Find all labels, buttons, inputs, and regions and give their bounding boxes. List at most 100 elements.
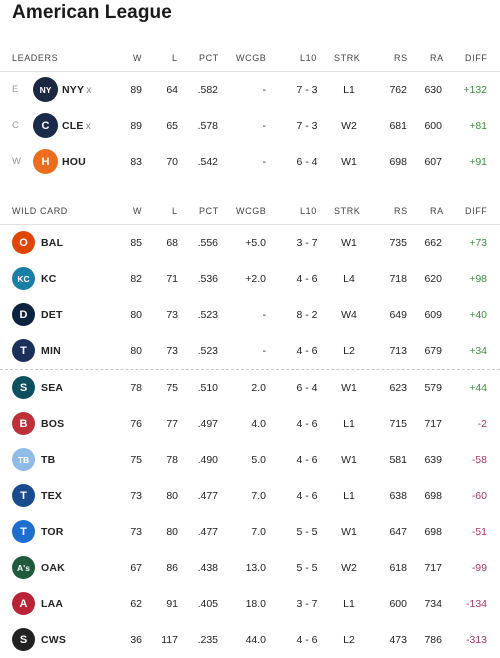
team-logo-glyph: A bbox=[19, 597, 28, 610]
team-name-link[interactable]: TOR bbox=[41, 526, 64, 538]
standings-row[interactable]: D DET 80 73 .523 - 8 - 2 W4 649 609 +40 bbox=[0, 297, 500, 333]
diff-cell: +98 bbox=[469, 273, 487, 285]
standings-row[interactable]: A's OAK 67 86 .438 13.0 5 - 5 W2 618 717 -99 bbox=[0, 550, 500, 586]
col-l10-header[interactable]: L10 bbox=[300, 53, 317, 63]
l-cell: 70 bbox=[166, 156, 178, 168]
team-logo-icon[interactable]: T bbox=[12, 484, 35, 507]
wcgb-cell: - bbox=[262, 156, 267, 168]
team-name-link[interactable]: DET bbox=[41, 309, 63, 321]
w-cell: 80 bbox=[130, 345, 142, 357]
standings-row[interactable]: A LAA 62 91 .405 18.0 3 - 7 L1 600 734 -134 bbox=[0, 586, 500, 622]
strk-cell: W2 bbox=[341, 120, 357, 132]
rs-cell: 638 bbox=[389, 490, 407, 502]
col-l-header[interactable]: L bbox=[172, 53, 178, 63]
diff-cell: -134 bbox=[465, 598, 487, 610]
standings-row[interactable]: C C CLE x 89 65 .578 - 7 - 3 W2 681 600 +81 bbox=[0, 108, 500, 144]
team-logo-icon[interactable]: T bbox=[12, 339, 35, 362]
team-name-link[interactable]: OAK bbox=[41, 562, 65, 574]
team-logo-icon[interactable]: H bbox=[33, 149, 58, 174]
w-cell: 80 bbox=[130, 309, 142, 321]
team-name-link[interactable]: TB bbox=[41, 454, 55, 466]
leaders-section: LEADERS W L PCT WCGB L10 STRK RS RA DIFF… bbox=[0, 42, 500, 180]
team-name-link[interactable]: MIN bbox=[41, 345, 61, 357]
team-logo-icon[interactable]: A's bbox=[12, 556, 35, 579]
wcgb-cell: 7.0 bbox=[251, 526, 266, 538]
col-rs-header[interactable]: RS bbox=[394, 53, 408, 63]
col-wcgb-header[interactable]: WCGB bbox=[236, 53, 267, 63]
col-ra-header[interactable]: RA bbox=[430, 206, 444, 216]
team-logo-icon[interactable]: A bbox=[12, 592, 35, 615]
team-logo-icon[interactable]: TB bbox=[12, 448, 35, 471]
ra-cell: 609 bbox=[424, 309, 442, 321]
strk-cell: W1 bbox=[341, 237, 357, 249]
wcgb-cell: +5.0 bbox=[245, 237, 266, 249]
page-title: American League bbox=[12, 2, 172, 23]
team-name-link[interactable]: SEA bbox=[41, 382, 63, 394]
ra-cell: 630 bbox=[424, 84, 442, 96]
pct-cell: .477 bbox=[197, 490, 218, 502]
col-strk-header[interactable]: STRK bbox=[334, 206, 361, 216]
standings-row[interactable]: T TEX 73 80 .477 7.0 4 - 6 L1 638 698 -60 bbox=[0, 478, 500, 514]
team-abbr: CWS bbox=[41, 634, 67, 646]
team-name-link[interactable]: CLE x bbox=[62, 120, 91, 132]
team-name-link[interactable]: TEX bbox=[41, 490, 62, 502]
pct-cell: .523 bbox=[197, 309, 218, 321]
ra-cell: 639 bbox=[424, 454, 442, 466]
team-name-link[interactable]: HOU bbox=[62, 156, 86, 168]
team-logo-icon[interactable]: C bbox=[33, 113, 58, 138]
col-wcgb-header[interactable]: WCGB bbox=[236, 206, 267, 216]
team-logo-icon[interactable]: NY bbox=[33, 77, 58, 102]
standings-row[interactable]: W H HOU 83 70 .542 - 6 - 4 W1 698 607 +91 bbox=[0, 144, 500, 180]
col-w-header[interactable]: W bbox=[133, 53, 143, 63]
w-cell: 89 bbox=[130, 120, 142, 132]
rs-cell: 623 bbox=[389, 382, 407, 394]
team-logo-icon[interactable]: B bbox=[12, 412, 35, 435]
team-name-link[interactable]: BAL bbox=[41, 237, 63, 249]
col-diff-header[interactable]: DIFF bbox=[465, 206, 488, 216]
col-l10-header[interactable]: L10 bbox=[300, 206, 317, 216]
standings-row[interactable]: E NY NYY x 89 64 .582 - 7 - 3 L1 762 630 +132 bbox=[0, 72, 500, 108]
team-logo-glyph: H bbox=[41, 155, 50, 168]
team-logo-icon[interactable]: S bbox=[12, 628, 35, 651]
team-logo-glyph: T bbox=[20, 344, 27, 357]
standings-row[interactable]: O BAL 85 68 .556 +5.0 3 - 7 W1 735 662 +73 bbox=[0, 225, 500, 261]
col-pct-header[interactable]: PCT bbox=[199, 206, 219, 216]
team-logo-icon[interactable]: S bbox=[12, 376, 35, 399]
l10-cell: 8 - 2 bbox=[296, 309, 318, 321]
team-name-link[interactable]: NYY x bbox=[62, 84, 92, 96]
wildcard-header-row: WILD CARD W L PCT WCGB L10 STRK RS RA DI… bbox=[0, 195, 500, 225]
col-ra-header[interactable]: RA bbox=[430, 53, 444, 63]
col-w-header[interactable]: W bbox=[133, 206, 143, 216]
col-l-header[interactable]: L bbox=[172, 206, 178, 216]
rs-cell: 681 bbox=[389, 120, 407, 132]
standings-row[interactable]: B BOS 76 77 .497 4.0 4 - 6 L1 715 717 -2 bbox=[0, 406, 500, 442]
team-name-link[interactable]: LAA bbox=[41, 598, 63, 610]
team-logo-icon[interactable]: D bbox=[12, 303, 35, 326]
pct-cell: .405 bbox=[197, 598, 218, 610]
team-name-link[interactable]: BOS bbox=[41, 418, 64, 430]
standings-row[interactable]: T MIN 80 73 .523 - 4 - 6 L2 713 679 +34 bbox=[0, 333, 500, 370]
col-rs-header[interactable]: RS bbox=[394, 206, 408, 216]
w-cell: 73 bbox=[130, 490, 142, 502]
team-logo-icon[interactable]: T bbox=[12, 520, 35, 543]
l-cell: 80 bbox=[166, 490, 178, 502]
standings-row[interactable]: KC KC 82 71 .536 +2.0 4 - 6 L4 718 620 +98 bbox=[0, 261, 500, 297]
team-logo-icon[interactable]: KC bbox=[12, 267, 35, 290]
standings-row[interactable]: S CWS 36 117 .235 44.0 4 - 6 L2 473 786 -313 bbox=[0, 622, 500, 658]
standings-row[interactable]: T TOR 73 80 .477 7.0 5 - 5 W1 647 698 -51 bbox=[0, 514, 500, 550]
l-cell: 80 bbox=[166, 526, 178, 538]
wcgb-cell: - bbox=[262, 120, 267, 132]
team-logo-icon[interactable]: O bbox=[12, 231, 35, 254]
strk-cell: L1 bbox=[343, 84, 355, 96]
standings-row[interactable]: S SEA 78 75 .510 2.0 6 - 4 W1 623 579 +44 bbox=[0, 370, 500, 406]
ra-cell: 734 bbox=[424, 598, 442, 610]
col-pct-header[interactable]: PCT bbox=[199, 53, 219, 63]
col-diff-header[interactable]: DIFF bbox=[465, 53, 488, 63]
team-name-link[interactable]: KC bbox=[41, 273, 57, 285]
team-abbr: KC bbox=[41, 273, 57, 285]
wcgb-cell: - bbox=[262, 345, 267, 357]
col-strk-header[interactable]: STRK bbox=[334, 53, 361, 63]
standings-row[interactable]: TB TB 75 78 .490 5.0 4 - 6 W1 581 639 -58 bbox=[0, 442, 500, 478]
team-name-link[interactable]: CWS bbox=[41, 634, 66, 646]
team-logo-glyph: O bbox=[19, 236, 28, 249]
